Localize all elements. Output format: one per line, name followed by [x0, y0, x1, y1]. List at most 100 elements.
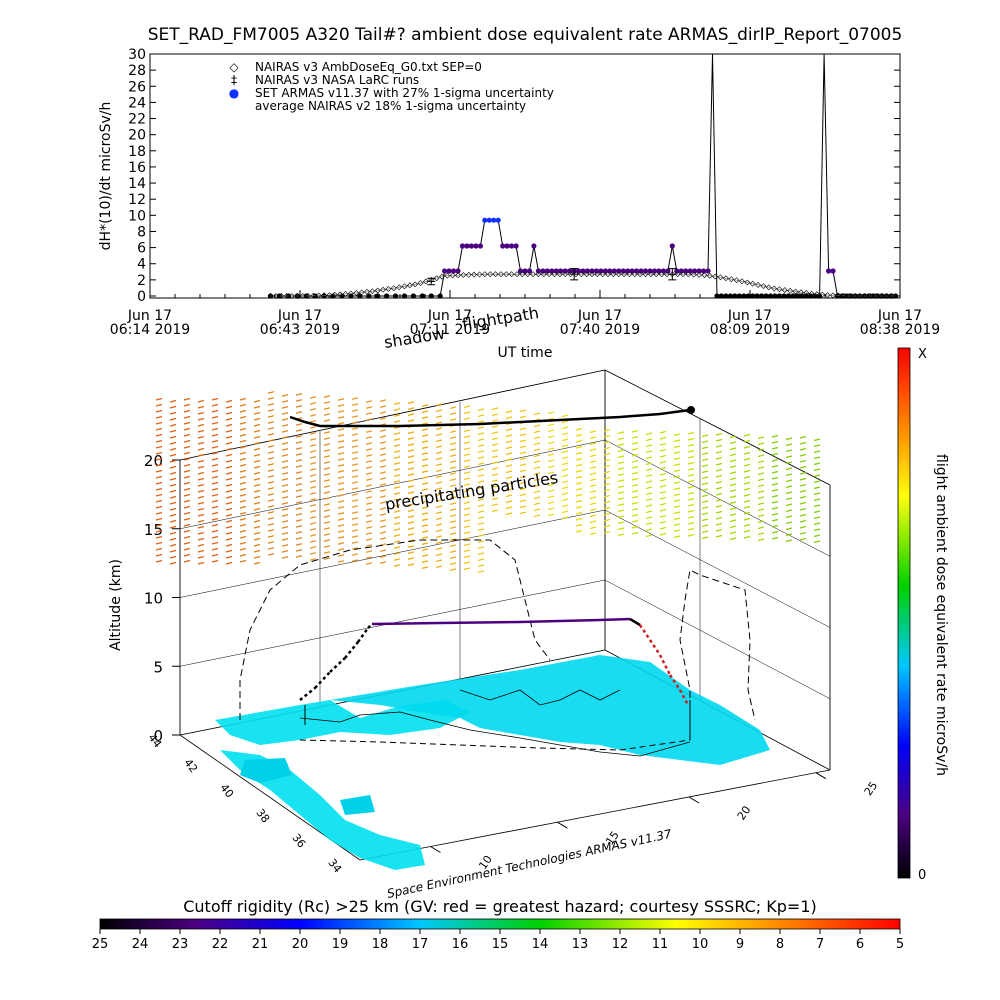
lon-tick-label: 25: [862, 779, 881, 798]
z-grid-left: [179, 369, 606, 461]
particle-dash: [421, 494, 429, 497]
particle-dash: [701, 500, 709, 504]
particle-dash: [295, 453, 303, 456]
particle-dash: [519, 445, 527, 449]
particle-dash: [323, 533, 331, 536]
nairas-diamond: [728, 276, 735, 283]
particle-dash: [281, 502, 289, 505]
particle-dash: [351, 499, 359, 502]
particle-dash: [407, 557, 415, 560]
particle-dash: [211, 409, 219, 413]
particle-dash: [435, 523, 443, 526]
lon-tick-mark: [688, 796, 700, 804]
particle-dash: [491, 467, 499, 471]
particle-dash: [267, 523, 275, 526]
particle-dash: [351, 463, 359, 466]
particle-dash: [211, 427, 219, 431]
particle-dash: [211, 553, 219, 557]
particle-dash: [309, 468, 317, 471]
armas-data-point: [732, 293, 738, 299]
particle-dash: [183, 445, 191, 449]
particle-dash: [407, 473, 415, 476]
flightpath-segment: [314, 671, 331, 689]
particle-dash: [757, 490, 765, 494]
particle-dash: [337, 560, 345, 563]
particle-dash: [491, 449, 499, 453]
armas-data-point: [714, 293, 720, 299]
particle-dash: [687, 443, 695, 447]
particle-dash: [337, 416, 345, 419]
particle-dash: [491, 461, 499, 465]
particle-dash: [435, 565, 443, 568]
particle-dash: [253, 411, 261, 415]
particle-dash: [323, 479, 331, 482]
particle-dash: [267, 499, 275, 502]
particle-dash: [365, 538, 373, 541]
particle-dash: [211, 547, 219, 551]
particle-dash: [365, 460, 373, 463]
particle-dash: [561, 426, 569, 430]
particle-dash: [799, 447, 807, 451]
particle-dash: [379, 435, 387, 438]
nairas-diamond: [787, 287, 794, 294]
x-tick-label-time: 06:43 2019: [260, 322, 340, 338]
rigidity-tick-label: 6: [856, 937, 864, 952]
particle-dash: [337, 536, 345, 539]
particle-dash: [603, 470, 611, 474]
z-grid-left: [179, 509, 606, 598]
particle-dash: [295, 465, 303, 468]
particle-dash: [435, 487, 443, 490]
particle-dash: [673, 439, 681, 443]
particle-dash: [785, 491, 793, 495]
particle-dash: [435, 421, 443, 424]
particle-dash: [785, 443, 793, 447]
particle-dash: [155, 511, 163, 515]
particle-dash: [267, 505, 275, 508]
flightpath-segment: [678, 689, 690, 706]
z-grid-right: [604, 439, 831, 557]
particle-dash: [435, 535, 443, 538]
flight-shadow-right: [679, 569, 756, 721]
particle-dash: [225, 429, 233, 433]
particle-dash: [505, 416, 513, 420]
particle-dash: [729, 513, 737, 517]
particle-dash: [267, 475, 275, 478]
flightpath-projection: [289, 408, 691, 428]
particle-dash: [183, 511, 191, 515]
nairas-series-line: [270, 273, 896, 297]
particle-dash: [771, 524, 779, 528]
particle-dash: [183, 499, 191, 503]
particle-dash: [617, 509, 625, 513]
particle-dash: [421, 410, 429, 413]
particle-dash: [225, 399, 233, 403]
particle-dash: [547, 471, 555, 475]
nairas-diamond: [776, 286, 783, 293]
particle-dash: [211, 487, 219, 491]
particle-dash: [771, 494, 779, 498]
particle-dash: [309, 498, 317, 501]
particle-dash: [813, 510, 821, 514]
armas-data-point: [473, 243, 479, 249]
particle-dash: [155, 505, 163, 509]
particle-dash: [617, 503, 625, 507]
particle-dash: [407, 401, 415, 404]
particle-dash: [337, 476, 345, 479]
particle-dash: [477, 408, 485, 412]
particle-dash: [281, 394, 289, 397]
particle-dash: [323, 443, 331, 446]
particle-dash: [407, 467, 415, 470]
particle-dash: [225, 405, 233, 409]
particle-dash: [561, 420, 569, 424]
particle-dash: [715, 468, 723, 472]
particle-dash: [687, 515, 695, 519]
y-tick-label: 10: [128, 208, 146, 224]
particle-dash: [785, 509, 793, 513]
particle-dash: [449, 490, 457, 494]
flightpath-at-altitude: [299, 617, 690, 706]
nairas-diamond: [835, 292, 842, 299]
particle-dash: [421, 554, 429, 557]
particle-dash: [253, 549, 261, 553]
particle-dash: [575, 529, 583, 533]
particle-dash: [239, 505, 247, 509]
particle-dash: [575, 469, 583, 473]
